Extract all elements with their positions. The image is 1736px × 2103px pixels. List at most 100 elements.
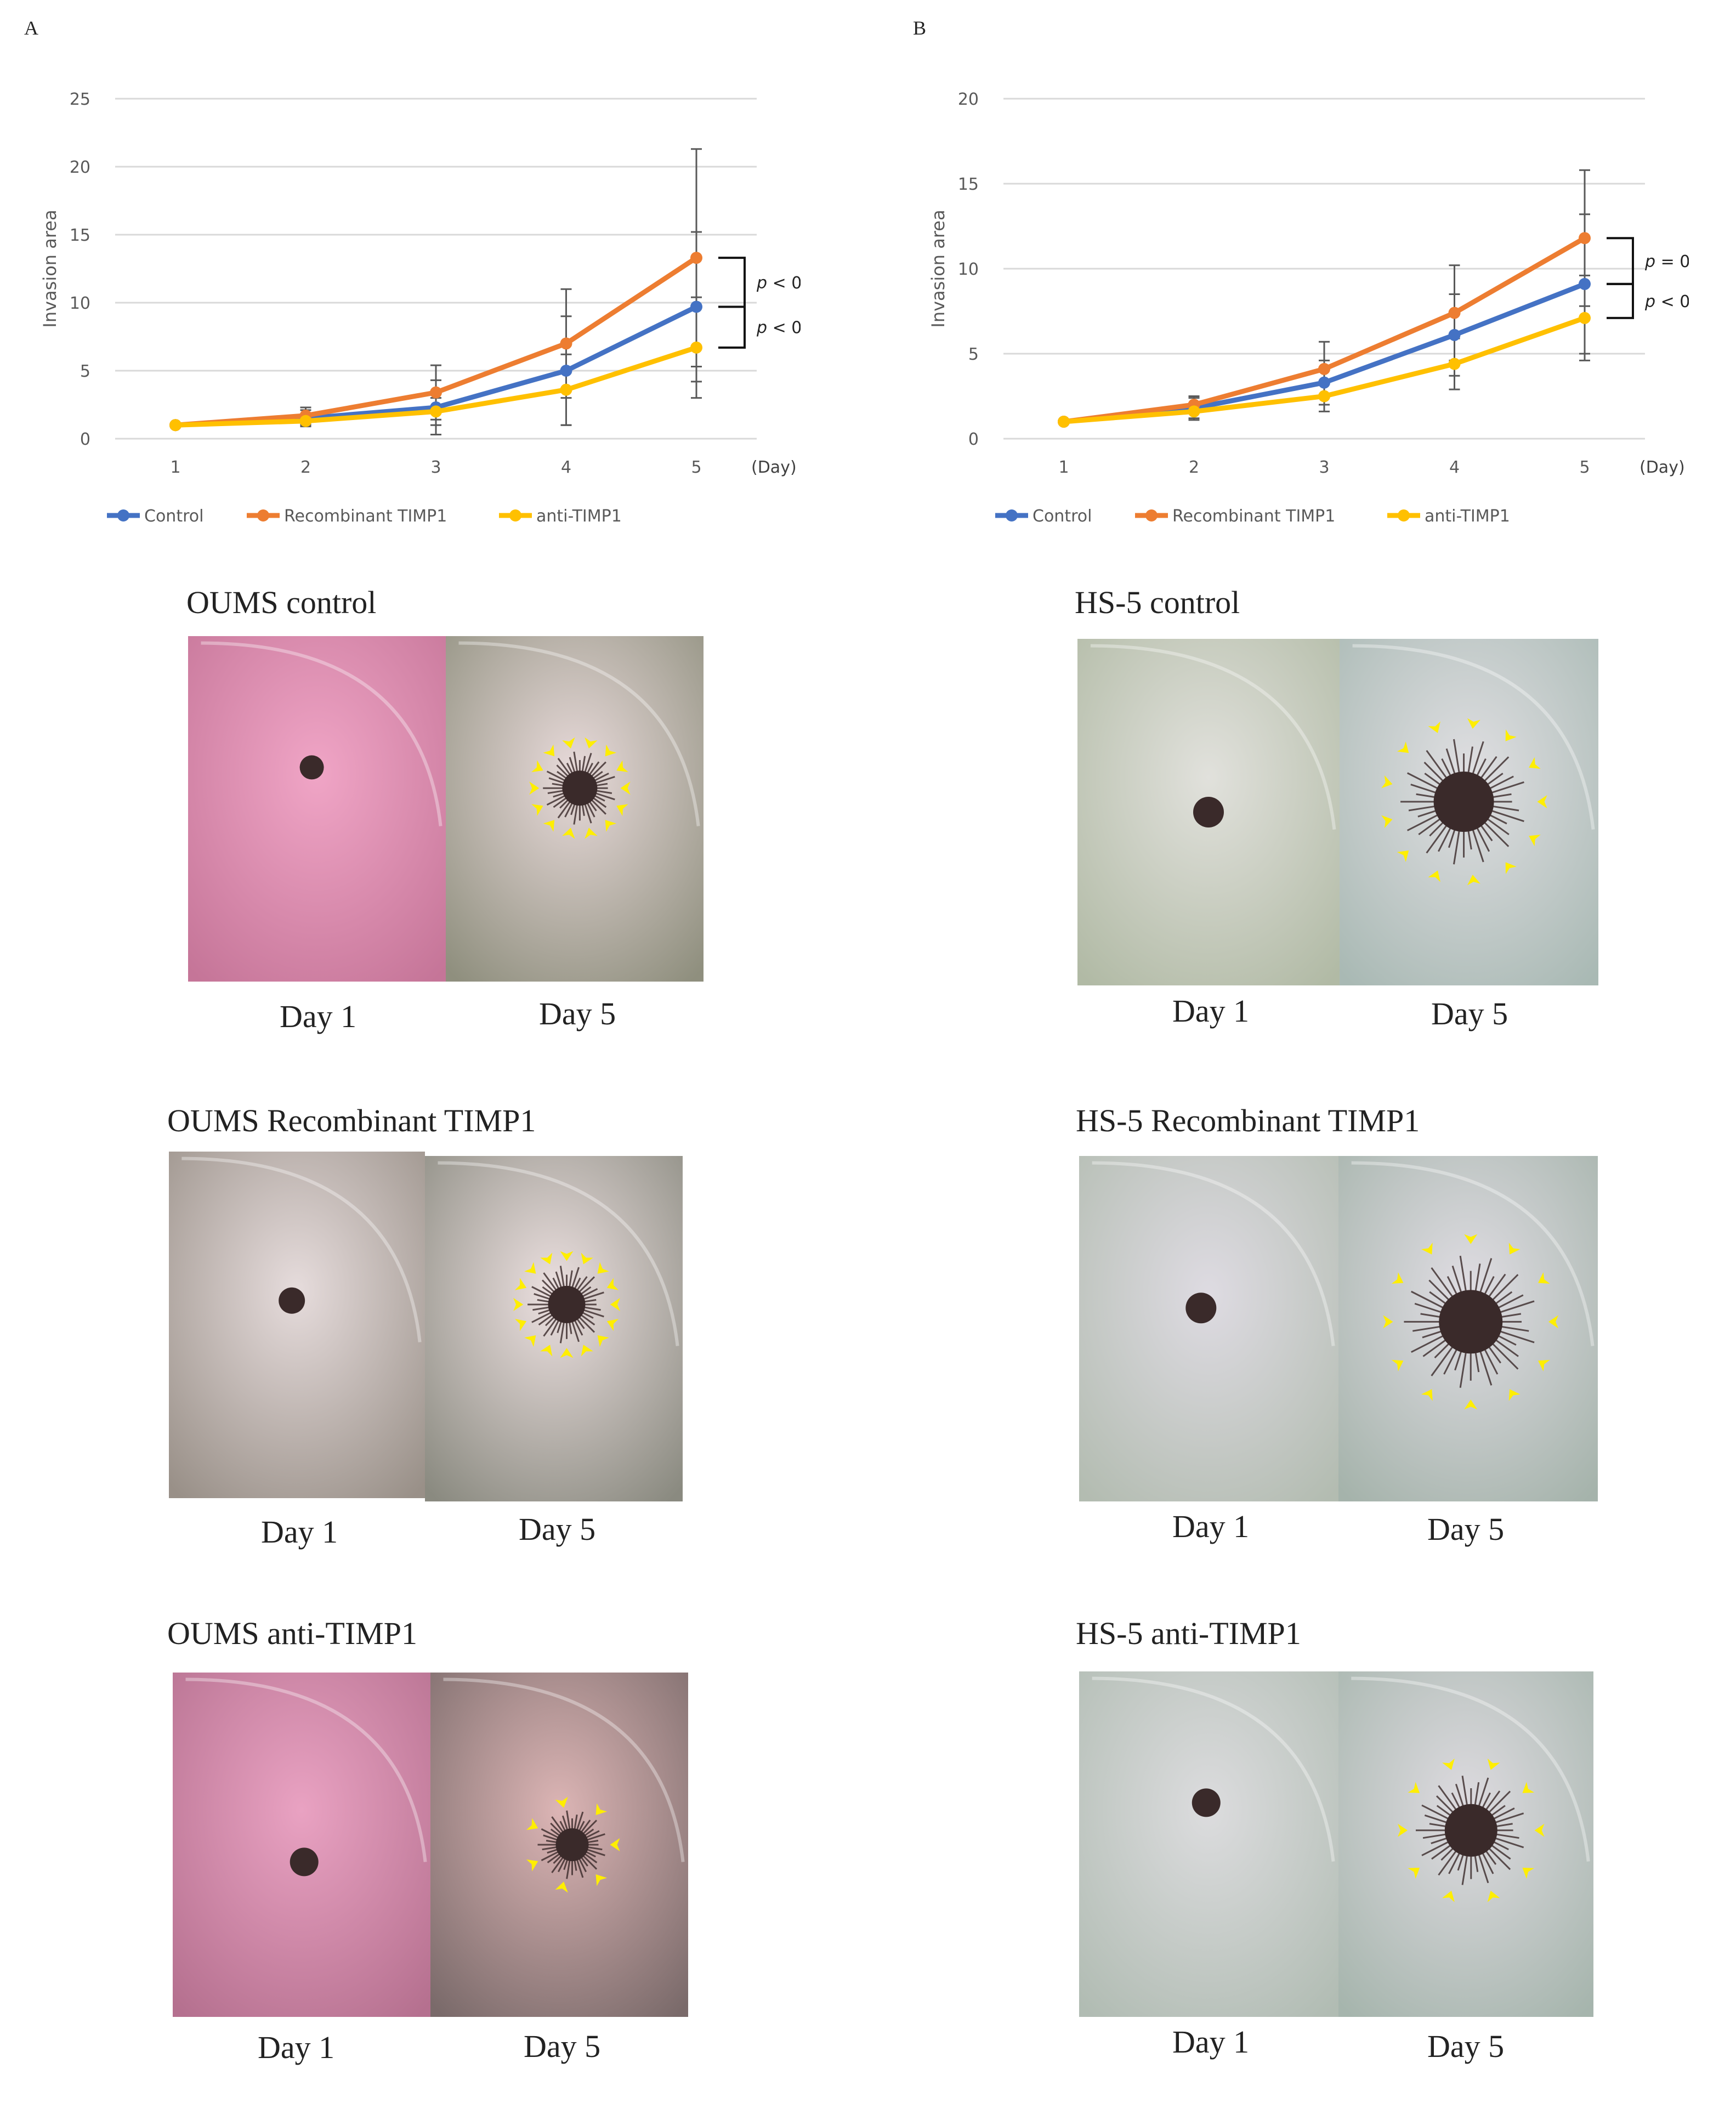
chart-a: 0 5 10 15 20 25 1 2 3 4 5 (Day) Invasion area p < 0.0… (39, 90, 801, 526)
hs5-recombinant-day1-image (1079, 1156, 1338, 1501)
legend-label: Recombinant TIMP1 (1172, 507, 1335, 526)
spheroid (1439, 1290, 1503, 1354)
well-edge (1092, 1161, 1335, 1346)
y-tick-label: 25 (70, 90, 90, 109)
significance-bracket (1607, 282, 1634, 319)
x-tick-label: 3 (430, 458, 441, 477)
hs5-recombinant-title: HS-5 Recombinant TIMP1 (1076, 1103, 1420, 1138)
invasion-arrowhead (1398, 1823, 1408, 1837)
invasion-arrowhead (610, 1297, 620, 1311)
invasion-arrowhead (1467, 718, 1480, 729)
well-edge (1352, 644, 1595, 830)
invasion-arrowhead (513, 1297, 524, 1311)
invasion-arrowhead (1428, 721, 1440, 733)
data-point (1448, 307, 1461, 319)
invasion-arrowhead (610, 1838, 620, 1851)
data-point (690, 341, 702, 354)
x-tick-label: 5 (691, 458, 701, 477)
invasion-arrowhead (1464, 1234, 1478, 1244)
well-edge (185, 1677, 427, 1862)
legend-marker (509, 509, 521, 522)
legend-marker (1145, 509, 1158, 522)
invasion-arrowhead (1383, 1315, 1393, 1329)
invasion-arrowhead (524, 1262, 536, 1274)
hs5-anti-day1-label: Day 1 (1172, 2024, 1250, 2060)
oums-control-title: OUMS control (186, 585, 377, 620)
invasion-arrowhead (1534, 1823, 1545, 1837)
data-point (430, 405, 442, 418)
invasion-arrowhead (1522, 1782, 1535, 1793)
x-axis-label: (Day) (751, 458, 797, 477)
data-point (560, 383, 572, 396)
y-tick-label: 0 (80, 430, 90, 449)
well-edge (438, 1161, 679, 1346)
invasion-arrowhead (1442, 1890, 1455, 1902)
data-point (560, 337, 572, 350)
invasion-arrowhead (1391, 1359, 1404, 1371)
invasion-arrowhead (531, 804, 543, 817)
invasion-arrowhead (1487, 1890, 1500, 1902)
oums-recombinant-day5-image (425, 1156, 683, 1501)
invasion-arrowhead (1464, 1399, 1478, 1410)
data-point (1448, 328, 1461, 341)
invasion-arrowhead (1529, 757, 1541, 769)
y-tick-label: 20 (70, 158, 90, 177)
spheroid (1185, 1293, 1217, 1324)
x-tick-label: 4 (1449, 458, 1460, 477)
invasion-arrowhead (1508, 1389, 1521, 1401)
data-point (1188, 405, 1200, 418)
invasion-arrowhead (597, 1335, 609, 1347)
well-edge (1090, 644, 1336, 830)
y-tick-label: 5 (80, 362, 90, 381)
hs5-control-title: HS-5 control (1075, 585, 1240, 620)
invasion-arrowhead (1421, 1243, 1433, 1255)
micrograph-background (188, 636, 446, 982)
panel-a-letter: A (24, 17, 38, 39)
oums-recombinant-day1-label: Day 1 (261, 1514, 338, 1550)
well-edge (1351, 1676, 1590, 1862)
invasion-arrowhead (562, 827, 575, 839)
legend-marker (117, 509, 129, 522)
spheroid (555, 1828, 589, 1861)
invasion-arrowhead (597, 1262, 609, 1274)
x-tick-label: 5 (1579, 458, 1590, 477)
significance-bracket (718, 305, 746, 349)
invasion-arrowhead (1505, 862, 1517, 874)
hs5-control-day1-image (1077, 639, 1340, 985)
invasion-arrowhead (1487, 1758, 1500, 1770)
invasion-arrowhead (1397, 741, 1409, 753)
x-tick-label: 4 (561, 458, 571, 477)
data-point (1318, 390, 1330, 403)
hs5-control-day5-image (1340, 639, 1598, 985)
significance-bracket (1607, 237, 1634, 285)
legend-label: Control (144, 507, 203, 526)
panel-b-letter: B (913, 17, 927, 39)
hs5-anti-day5-label: Day 5 (1427, 2028, 1505, 2064)
invasion-arrowhead (1381, 815, 1393, 829)
legend-marker (257, 509, 269, 522)
invasion-arrowhead (562, 737, 575, 749)
legend-marker (1006, 509, 1018, 522)
spheroid (290, 1847, 319, 1877)
invasion-arrowhead (1537, 795, 1547, 809)
invasion-arrowhead (1467, 875, 1480, 886)
x-tick-label: 2 (1189, 458, 1199, 477)
y-tick-label: 15 (70, 226, 90, 245)
micrograph-background (446, 636, 704, 982)
invasion-arrowhead (555, 1796, 568, 1808)
hs5-recombinant-day5-image (1338, 1156, 1598, 1501)
invasion-arrowhead (555, 1881, 568, 1893)
invasion-arrowhead (1428, 870, 1440, 882)
invasion-arrowhead (595, 1874, 608, 1886)
invasion-arrowhead (560, 1348, 574, 1358)
spheroid (1193, 797, 1224, 827)
p-value-label: p < 0.01 (1644, 292, 1689, 311)
p-value-label: p = 0.10 (1644, 252, 1689, 271)
oums-recombinant-title: OUMS Recombinant TIMP1 (167, 1103, 536, 1138)
invasion-arrowhead (1408, 1867, 1420, 1879)
invasion-arrowhead (616, 760, 628, 773)
y-tick-label: 15 (958, 175, 979, 194)
hs5-recombinant-day1-label: Day 1 (1172, 1509, 1250, 1544)
hs5-anti-title: HS-5 anti-TIMP1 (1076, 1615, 1301, 1651)
legend-label: Recombinant TIMP1 (284, 507, 447, 526)
